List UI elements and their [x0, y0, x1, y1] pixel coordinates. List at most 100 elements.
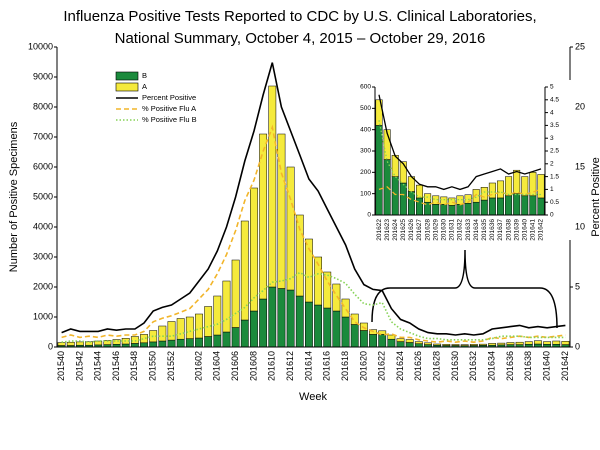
bar: [176, 318, 185, 340]
y2-tick-label: 25: [575, 41, 585, 51]
y2-tick-label: 1: [550, 186, 554, 193]
bar: [341, 316, 350, 348]
bar: [442, 344, 451, 346]
y2-tick-label: 20: [575, 101, 585, 111]
x-tick-label: 201640: [521, 219, 528, 241]
bar: [268, 286, 277, 348]
bar: [529, 172, 537, 197]
bar: [472, 201, 480, 216]
bar: [416, 184, 424, 199]
bar: [488, 343, 497, 346]
y-tick-label: 4000: [33, 221, 53, 231]
x-tick-label: 201622: [377, 351, 387, 381]
x-tick-label: 201634: [487, 351, 497, 381]
bar: [396, 341, 405, 348]
bar: [414, 341, 423, 344]
y-tick-label: 10000: [28, 41, 53, 51]
y2-tick-label: 3.5: [550, 122, 559, 129]
line: [61, 271, 566, 344]
y-tick-label: 7000: [33, 131, 53, 141]
x-tick-label: 201606: [230, 351, 240, 381]
legend-label: B: [142, 71, 147, 80]
x-tick-label: 201642: [538, 219, 545, 241]
y2-tick-label: 2: [550, 161, 554, 168]
bar: [305, 238, 313, 303]
bar: [480, 199, 488, 216]
y2-tick-label: 4: [550, 109, 554, 116]
x-tick-label: 201614: [303, 351, 313, 381]
bar: [295, 295, 304, 348]
x-tick-label: 201630: [450, 351, 460, 381]
bar: [524, 341, 533, 345]
y2-tick-label: 0: [550, 212, 554, 219]
bar: [268, 85, 277, 288]
bar: [259, 298, 268, 348]
legend-label: % Positive Flu A: [142, 104, 196, 113]
x-tick-label: 201638: [523, 351, 533, 381]
bar: [158, 340, 167, 348]
bar: [332, 283, 341, 312]
legend-swatch: [115, 71, 139, 81]
bar: [94, 340, 103, 346]
bar: [167, 339, 176, 348]
x-tick-label: 201638: [505, 219, 512, 241]
bar: [424, 342, 432, 345]
y-axis-label: Number of Positive Specimens: [8, 121, 20, 272]
y2-axis-label: Percent Positive: [590, 157, 600, 236]
bar: [399, 161, 407, 184]
x-tick-label: 201636: [489, 219, 496, 241]
line: [378, 186, 542, 206]
bar: [378, 330, 387, 335]
bar: [185, 338, 194, 348]
x-tick-label: 201633: [465, 219, 472, 241]
x-tick-label: 201624: [392, 219, 399, 241]
bar: [488, 197, 496, 216]
x-tick-label: 201544: [93, 351, 103, 381]
x-tick-label: 201637: [497, 219, 504, 241]
bar: [513, 169, 521, 194]
bar: [505, 176, 513, 197]
y-tick-label: 9000: [33, 71, 53, 81]
legend-swatch: [115, 82, 139, 92]
bar: [488, 182, 496, 199]
bar: [552, 340, 561, 345]
bar: [259, 133, 268, 300]
y2-tick-label: 5: [550, 84, 554, 91]
y2-tick-label: 15: [575, 161, 585, 171]
y-tick-label: 400: [360, 126, 371, 133]
bar: [240, 220, 249, 321]
bar: [250, 310, 258, 348]
bar: [396, 338, 405, 342]
x-tick-label: 201626: [413, 351, 423, 381]
bar: [286, 289, 295, 348]
bar: [359, 330, 368, 348]
x-tick-label: 201624: [395, 351, 405, 381]
bar: [387, 334, 396, 340]
bar: [176, 338, 185, 348]
x-tick-label: 201622: [376, 219, 383, 241]
bar: [286, 166, 295, 291]
y2-tick-label: 3: [550, 135, 554, 142]
bar: [537, 197, 545, 216]
bar: [213, 295, 222, 336]
bar: [561, 341, 570, 345]
bar: [204, 306, 213, 337]
bar: [75, 341, 84, 346]
bar: [387, 338, 396, 348]
bar: [295, 214, 304, 297]
bar: [85, 341, 93, 346]
x-tick-label: 201608: [248, 351, 258, 381]
line: [61, 62, 566, 336]
legend-label: % Positive Flu B: [142, 115, 197, 124]
bar: [496, 197, 504, 216]
y2-tick-label: 2.5: [550, 148, 559, 155]
bar: [407, 191, 415, 216]
bar: [350, 313, 359, 325]
bar: [314, 304, 322, 348]
x-tick-label: 201602: [193, 351, 203, 381]
x-tick-label: 201548: [129, 351, 139, 381]
x-tick-label: 201632: [468, 351, 478, 381]
y2-tick-label: 0.5: [550, 199, 559, 206]
bar: [440, 204, 448, 216]
